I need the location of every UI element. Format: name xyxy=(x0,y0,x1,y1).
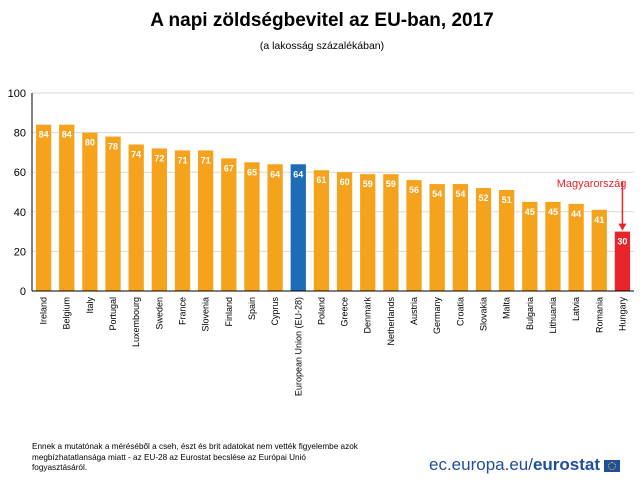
bar xyxy=(452,184,468,291)
bar xyxy=(429,184,445,291)
bar xyxy=(35,124,52,292)
x-tick-label: Croatia xyxy=(455,297,465,326)
eu-flag-icon xyxy=(604,460,621,472)
chart-subtitle: (a lakosság százalékában) xyxy=(259,40,385,52)
bar xyxy=(313,170,330,291)
bar xyxy=(360,174,376,291)
x-tick-label: Romania xyxy=(594,297,604,333)
x-tick-label: Latvia xyxy=(571,297,581,321)
data-label: 54 xyxy=(432,189,442,199)
data-label: 41 xyxy=(594,215,604,225)
x-tick-label: France xyxy=(178,297,188,325)
x-tick-label: Netherlands xyxy=(386,297,396,346)
bar xyxy=(244,162,260,291)
bar xyxy=(221,158,237,291)
bar xyxy=(383,174,399,291)
x-tick-label: Poland xyxy=(316,297,326,325)
y-tick-label: 20 xyxy=(14,246,26,258)
data-label: 80 xyxy=(85,138,95,148)
x-tick-label: Austria xyxy=(409,297,419,325)
x-tick-label: Finland xyxy=(224,297,234,327)
bar xyxy=(545,201,561,291)
data-label: 65 xyxy=(247,167,257,177)
logo-url-prefix: ec.europa.eu/ xyxy=(429,455,533,474)
bar xyxy=(406,180,422,291)
bar xyxy=(59,124,75,292)
y-tick-label: 60 xyxy=(14,167,26,179)
bar xyxy=(105,136,121,291)
bar xyxy=(475,188,492,291)
x-tick-label: Cyprus xyxy=(270,297,280,326)
bar xyxy=(499,190,515,291)
x-tick-label: Luxembourg xyxy=(131,297,141,347)
x-tick-label: Bulgaria xyxy=(525,297,535,330)
x-tick-label: Slovenia xyxy=(201,297,211,332)
data-label: 54 xyxy=(455,189,465,199)
footnote: Ennek a mutatónak a méréséből a cseh, és… xyxy=(32,442,358,472)
eurostat-logo: ec.europa.eu/eurostat xyxy=(429,455,621,475)
data-label: 30 xyxy=(617,237,627,247)
data-label: 52 xyxy=(478,193,488,203)
logo-brand: eurostat xyxy=(532,455,601,474)
bar xyxy=(591,209,607,291)
chart-title: A napi zöldségbevitel az EU-ban, 2017 xyxy=(150,10,494,31)
annotation-arrowhead xyxy=(618,223,627,231)
bar xyxy=(522,201,538,291)
y-tick-label: 40 xyxy=(14,207,26,219)
x-tick-label: Greece xyxy=(340,297,350,327)
data-label: 64 xyxy=(270,169,280,179)
data-label: 71 xyxy=(177,155,187,165)
data-label: 56 xyxy=(409,185,419,195)
x-tick-label: Germany xyxy=(432,297,442,335)
bar xyxy=(336,172,353,291)
annotation-label: Magyarország xyxy=(557,178,627,190)
x-tick-label: Sweden xyxy=(154,297,164,330)
x-tick-label: Spain xyxy=(247,297,257,320)
data-label: 61 xyxy=(316,175,326,185)
bar xyxy=(568,203,584,291)
data-label: 45 xyxy=(548,207,558,217)
bar xyxy=(128,144,144,291)
data-label: 74 xyxy=(131,149,141,159)
y-tick-label: 100 xyxy=(8,88,26,100)
data-label: 59 xyxy=(386,179,396,189)
x-tick-label: Denmark xyxy=(363,297,373,334)
x-tick-label: Slovakia xyxy=(479,297,489,331)
bar xyxy=(290,164,306,291)
data-label: 84 xyxy=(39,130,49,140)
x-tick-label: Ireland xyxy=(39,297,49,325)
bar xyxy=(82,132,98,291)
bar xyxy=(614,231,631,291)
x-tick-label: Lithuania xyxy=(548,297,558,334)
x-tick-label: Portugal xyxy=(108,297,118,331)
x-tick-label: Italy xyxy=(85,297,95,314)
data-label: 67 xyxy=(224,163,234,173)
x-tick-label: European Union (EU-28) xyxy=(293,297,303,396)
bar-chart: 0 20 40 60 80 100 84 Ireland 84 Belgium 80 Italy 78 P… xyxy=(8,88,634,396)
y-tick-label: 80 xyxy=(14,128,26,140)
bar xyxy=(174,150,191,291)
y-tick-label: 0 xyxy=(20,286,26,298)
x-tick-label: Malta xyxy=(502,297,512,319)
data-label: 64 xyxy=(293,169,303,179)
bar xyxy=(267,164,283,291)
data-label: 45 xyxy=(525,207,535,217)
data-label: 84 xyxy=(62,130,72,140)
x-tick-label: Belgium xyxy=(62,297,72,330)
data-label: 71 xyxy=(201,155,211,165)
data-label: 60 xyxy=(340,177,350,187)
data-label: 51 xyxy=(502,195,512,205)
data-label: 44 xyxy=(571,209,581,219)
data-label: 78 xyxy=(108,142,118,152)
bar xyxy=(198,150,214,291)
data-label: 59 xyxy=(363,179,373,189)
bar xyxy=(151,148,167,291)
x-tick-label: Hungary xyxy=(617,297,627,332)
data-label: 72 xyxy=(154,153,164,163)
